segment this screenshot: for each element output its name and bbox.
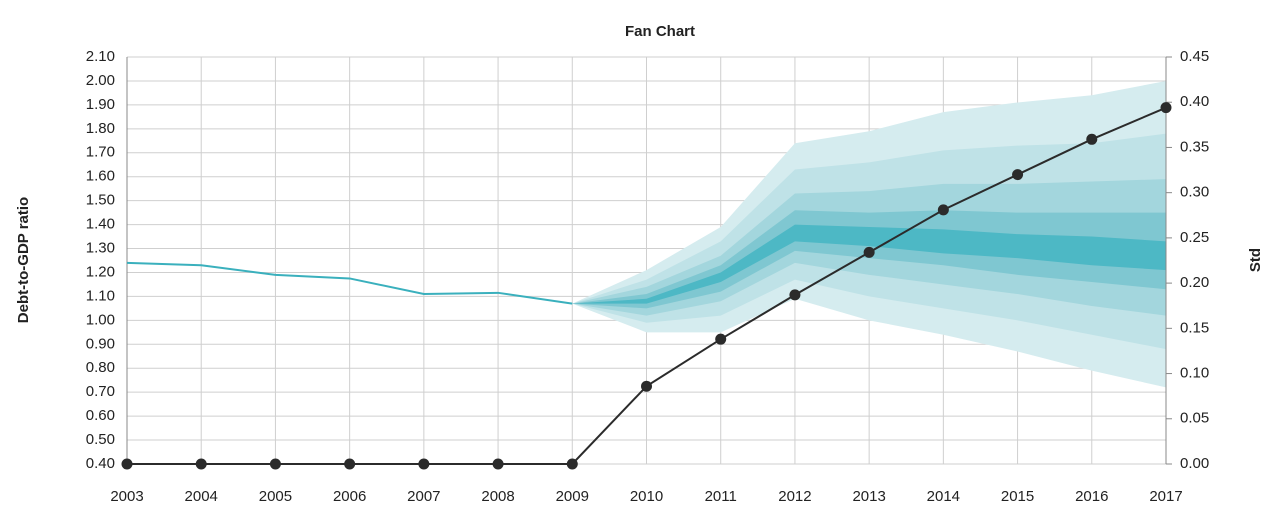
series-marker	[566, 458, 578, 470]
series-marker	[418, 458, 430, 470]
y2-tick-label: 0.20	[1180, 274, 1209, 291]
x-tick-label: 2012	[778, 488, 811, 505]
series-line	[126, 261, 573, 305]
series-marker	[789, 289, 801, 301]
series-marker	[1160, 102, 1172, 114]
y-tick-label: 0.50	[86, 431, 115, 448]
y-tick-label: 0.40	[86, 455, 115, 472]
y-tick-label: 1.70	[86, 144, 115, 161]
y-tick-label: 1.80	[86, 120, 115, 137]
x-tick-label: 2014	[927, 488, 960, 505]
y-tick-label: 1.00	[86, 311, 115, 328]
x-tick-label: 2009	[556, 488, 589, 505]
series-marker	[863, 246, 875, 258]
y2-tick-label: 0.30	[1180, 184, 1209, 201]
x-tick-label: 2006	[333, 488, 366, 505]
y2-tick-label: 0.35	[1180, 138, 1209, 155]
series-marker	[715, 333, 727, 345]
y2-axis-label: Std	[1247, 248, 1264, 272]
y-tick-label: 1.90	[86, 96, 115, 113]
y-tick-label: 1.40	[86, 216, 115, 233]
x-tick-label: 2016	[1075, 488, 1108, 505]
series-marker	[1012, 169, 1024, 181]
y-tick-label: 1.30	[86, 239, 115, 256]
y2-tick-label: 0.45	[1180, 48, 1209, 65]
fan-band	[572, 224, 1166, 304]
x-tick-label: 2007	[407, 488, 440, 505]
y-tick-label: 2.10	[86, 48, 115, 65]
y-axis-label: Debt-to-GDP ratio	[15, 197, 32, 323]
series-marker	[344, 458, 356, 470]
x-tick-label: 2008	[481, 488, 514, 505]
series-marker	[937, 204, 949, 216]
series-marker	[195, 458, 207, 470]
y2-tick-label: 0.00	[1180, 455, 1209, 472]
x-tick-label: 2003	[110, 488, 143, 505]
x-tick-label: 2010	[630, 488, 663, 505]
series-marker	[641, 380, 652, 392]
x-tick-label: 2004	[185, 488, 218, 505]
y-tick-label: 2.00	[86, 72, 115, 89]
y2-tick-label: 0.40	[1180, 93, 1209, 110]
y-tick-label: 0.70	[86, 383, 115, 400]
y2-tick-label: 0.05	[1180, 410, 1209, 427]
y2-tick-label: 0.25	[1180, 229, 1209, 246]
y-tick-label: 1.10	[86, 287, 115, 304]
series-marker	[121, 458, 133, 470]
y-tick-label: 1.60	[86, 168, 115, 185]
y-tick-label: 0.80	[86, 359, 115, 376]
x-tick-label: 2013	[852, 488, 885, 505]
y-tick-label: 0.60	[86, 407, 115, 424]
y-tick-label: 1.50	[86, 192, 115, 209]
y2-tick-label: 0.10	[1180, 365, 1209, 382]
y-tick-label: 0.90	[86, 335, 115, 352]
series-marker	[1086, 133, 1098, 145]
x-tick-label: 2005	[259, 488, 292, 505]
y2-tick-label: 0.15	[1180, 319, 1209, 336]
x-tick-label: 2015	[1001, 488, 1034, 505]
chart-title: Fan Chart	[625, 23, 695, 40]
y-tick-label: 1.20	[86, 263, 115, 280]
x-tick-label: 2011	[705, 488, 737, 505]
series-marker	[269, 458, 281, 470]
x-tick-label: 2017	[1149, 488, 1182, 505]
series-marker	[492, 458, 504, 470]
